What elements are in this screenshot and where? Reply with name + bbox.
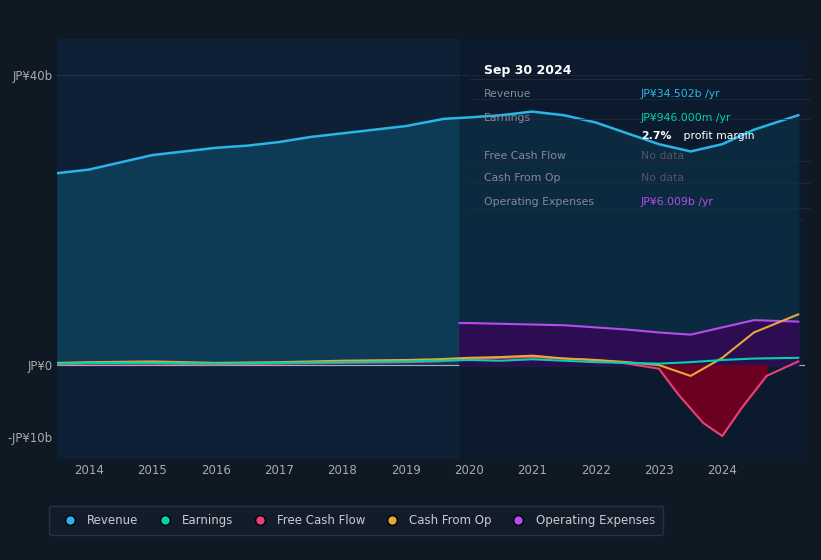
Text: JP¥946.000m /yr: JP¥946.000m /yr <box>641 113 732 123</box>
Text: Sep 30 2024: Sep 30 2024 <box>484 64 571 77</box>
Bar <box>460 39 805 459</box>
Text: JP¥34.502b /yr: JP¥34.502b /yr <box>641 89 720 99</box>
Text: Earnings: Earnings <box>484 113 531 123</box>
Text: 2.7%: 2.7% <box>641 131 672 141</box>
Text: Operating Expenses: Operating Expenses <box>484 197 594 207</box>
Text: profit margin: profit margin <box>680 131 754 141</box>
Text: Revenue: Revenue <box>484 89 531 99</box>
Text: Cash From Op: Cash From Op <box>484 173 561 183</box>
Text: JP¥6.009b /yr: JP¥6.009b /yr <box>641 197 713 207</box>
Text: No data: No data <box>641 151 684 161</box>
Text: No data: No data <box>641 173 684 183</box>
Legend: Revenue, Earnings, Free Cash Flow, Cash From Op, Operating Expenses: Revenue, Earnings, Free Cash Flow, Cash … <box>49 506 663 535</box>
Text: Free Cash Flow: Free Cash Flow <box>484 151 566 161</box>
